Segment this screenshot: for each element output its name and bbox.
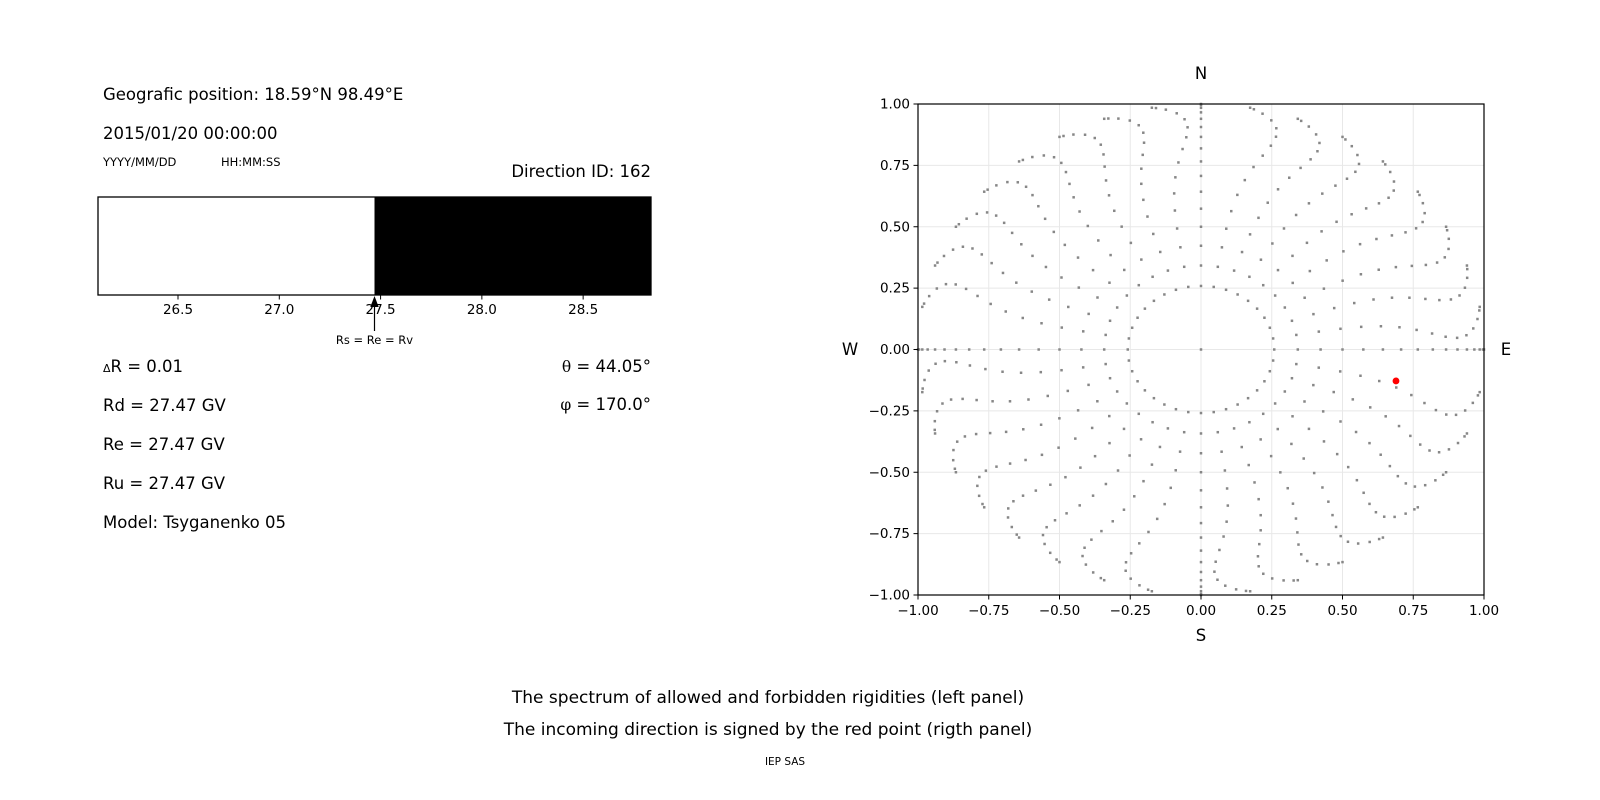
x-tick-label: 0.75 xyxy=(1398,603,1428,619)
compass-north-label: N xyxy=(1195,64,1207,83)
x-tick-label: −1.00 xyxy=(897,603,938,619)
spectrum-region xyxy=(98,197,375,295)
y-tick-label: 0.00 xyxy=(880,342,910,358)
direction-id-text: Direction ID: 162 xyxy=(511,162,651,181)
y-tick-label: −0.50 xyxy=(869,465,910,481)
param-re: Re = 27.47 GV xyxy=(103,435,225,454)
compass-east-label: E xyxy=(1501,340,1511,359)
x-tick-label: 27.5 xyxy=(366,302,396,318)
direction-grid-dots xyxy=(916,102,1486,597)
spectrum-region xyxy=(374,197,651,295)
cutoff-arrow-head xyxy=(370,296,379,307)
x-tick-label: 26.5 xyxy=(163,302,193,318)
y-tick-label: 1.00 xyxy=(880,97,910,113)
param-model: Model: Tsyganenko 05 xyxy=(103,513,287,532)
y-tick-label: −1.00 xyxy=(869,588,910,604)
param-theta: θ = 44.05° xyxy=(561,357,651,376)
spectrum-frame xyxy=(97,196,652,296)
date-format-hint: YYYY/MM/DD xyxy=(103,155,177,169)
datetime-text: 2015/01/20 00:00:00 xyxy=(103,124,278,143)
cutoff-arrow-label: Rs = Re = Rv xyxy=(336,333,413,347)
geographic-position-text: Geografic position: 18.59°N 98.49°E xyxy=(103,85,404,104)
delta-symbol: Δ xyxy=(103,362,111,375)
param-ru: Ru = 27.47 GV xyxy=(103,474,226,493)
caption-line2: The incoming direction is signed by the … xyxy=(503,720,1033,740)
x-tick-label: −0.75 xyxy=(968,603,1009,619)
x-tick-label: 28.5 xyxy=(568,302,598,318)
compass-west-label: W xyxy=(842,340,858,359)
x-tick-label: 28.0 xyxy=(467,302,497,318)
x-tick-label: 0.50 xyxy=(1327,603,1357,619)
compass-south-label: S xyxy=(1196,626,1206,645)
credit-text: IEP SAS xyxy=(764,756,806,768)
param-delta-r: ΔR = 0.01 xyxy=(103,357,184,376)
x-tick-label: 27.0 xyxy=(264,302,294,318)
param-phi: φ = 170.0° xyxy=(560,395,651,414)
x-tick-label: 0.00 xyxy=(1186,603,1216,619)
phi-symbol: φ xyxy=(560,396,572,414)
x-tick-label: −0.25 xyxy=(1110,603,1151,619)
time-format-hint: HH:MM:SS xyxy=(221,155,281,169)
x-tick-label: 0.25 xyxy=(1257,603,1287,619)
y-tick-label: 0.75 xyxy=(880,158,910,174)
y-tick-label: −0.75 xyxy=(869,526,910,542)
rigidity-spectrum-chart: 26.5 27.0 27.5 28.0 28.5 Rs = Re = Rv xyxy=(97,196,652,347)
y-tick-label: 0.25 xyxy=(880,281,910,297)
caption-line1: The spectrum of allowed and forbidden ri… xyxy=(511,688,1025,708)
x-tick-label: 1.00 xyxy=(1469,603,1499,619)
y-tick-label: −0.25 xyxy=(869,403,910,419)
incoming-direction-point xyxy=(1392,377,1400,385)
param-rd: Rd = 27.47 GV xyxy=(103,396,226,415)
theta-symbol: θ xyxy=(561,358,572,376)
y-tick-label: 0.50 xyxy=(880,219,910,235)
x-tick-label: −0.50 xyxy=(1039,603,1080,619)
direction-map-chart: −1.00 −0.75 −0.50 −0.25 0.00 0.25 0.50 0.75 1.00… xyxy=(842,64,1511,645)
